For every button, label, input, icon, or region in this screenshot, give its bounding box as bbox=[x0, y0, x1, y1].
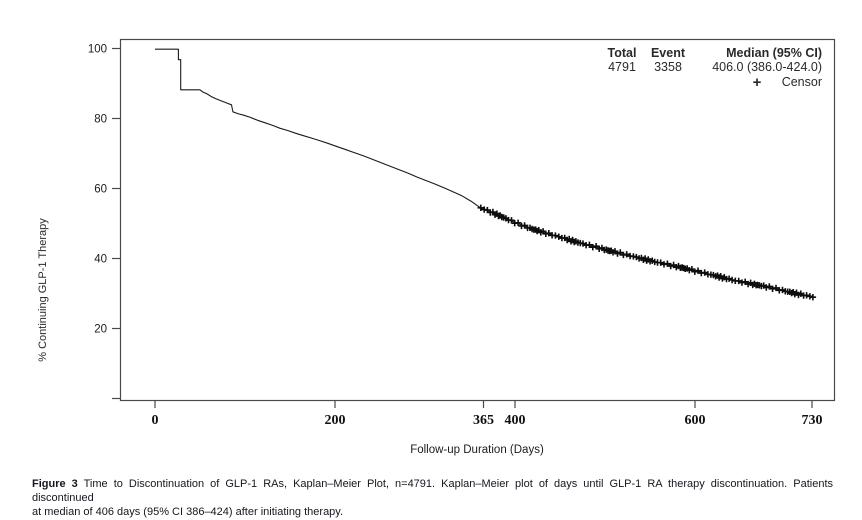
censor-marks bbox=[477, 204, 817, 301]
legend-value-total: 4791 bbox=[608, 60, 636, 74]
x-tick-label: 600 bbox=[685, 413, 706, 428]
km-curve-path bbox=[155, 48, 814, 298]
x-axis-title: Follow-up Duration (Days) bbox=[410, 444, 544, 456]
legend-censor-label: Censor bbox=[782, 75, 822, 89]
y-axis-ticks: 100 80 60 40 20 bbox=[88, 44, 121, 400]
x-tick-label: 730 bbox=[802, 413, 823, 428]
caption-text-1: Time to Discontinuation of GLP-1 RAs, Ka… bbox=[32, 478, 834, 504]
x-tick-label: 0 bbox=[152, 413, 159, 428]
stats-legend: Total Event Median (95% CI) 4791 3358 40… bbox=[608, 46, 822, 91]
x-tick-label: 200 bbox=[325, 413, 346, 428]
figure-caption: Figure 3 Time to Discontinuation of GLP-… bbox=[32, 477, 833, 519]
x-axis-ticks: 0 200 365 400 600 730 bbox=[152, 400, 823, 428]
y-tick-label: 80 bbox=[94, 114, 107, 126]
y-tick-label: 20 bbox=[94, 324, 107, 336]
y-axis-title: % Continuing GLP-1 Therapy bbox=[37, 218, 49, 362]
legend-header-event: Event bbox=[651, 46, 686, 60]
x-tick-label: 400 bbox=[505, 413, 526, 428]
legend-header-total: Total bbox=[608, 46, 637, 60]
x-tick-label: 365 bbox=[473, 413, 494, 428]
y-tick-label: 40 bbox=[94, 254, 107, 266]
legend-value-event: 3358 bbox=[654, 60, 682, 74]
legend-header-median: Median (95% CI) bbox=[726, 46, 822, 60]
km-curve bbox=[155, 48, 814, 298]
plot-frame bbox=[119, 38, 836, 402]
km-plot-canvas: 100 80 60 40 20 0 200 365 400 600 730 Follow-up D… bbox=[37, 38, 836, 456]
censor-plus-marks bbox=[477, 204, 817, 301]
y-tick-label: 100 bbox=[88, 44, 107, 56]
legend-value-median: 406.0 (386.0-424.0) bbox=[712, 60, 822, 74]
caption-line-1: Figure 3 Time to Discontinuation of GLP-… bbox=[32, 477, 833, 505]
y-tick-label: 60 bbox=[94, 184, 107, 196]
censor-plus-icon: + bbox=[753, 74, 762, 91]
caption-figure-label: Figure 3 bbox=[32, 478, 78, 490]
caption-line-2: at median of 406 days (95% CI 386–424) a… bbox=[32, 506, 344, 518]
